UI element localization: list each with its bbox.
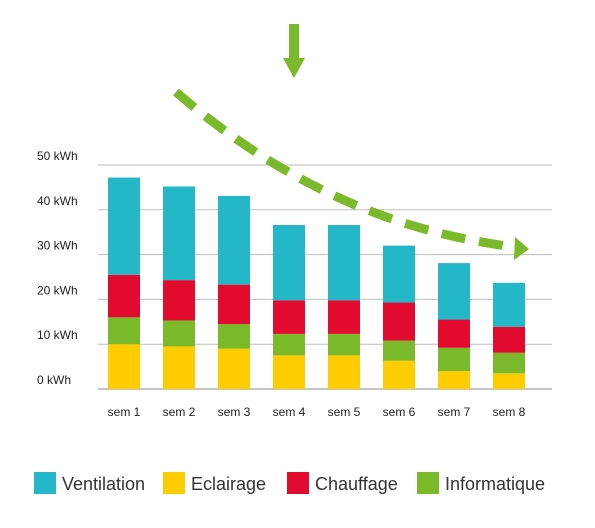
trend-arrow-icon bbox=[173, 88, 529, 260]
bar-segment-informatique bbox=[163, 320, 195, 347]
x-tick-label: sem 5 bbox=[328, 405, 361, 419]
bars bbox=[108, 177, 525, 389]
bar-segment-ventilation bbox=[493, 282, 525, 327]
bar-segment-informatique bbox=[328, 333, 360, 356]
bar-segment-chauffage bbox=[438, 319, 470, 348]
bar-segment-eclairage bbox=[493, 373, 525, 389]
bar-segment-eclairage bbox=[383, 360, 415, 389]
legend-swatch bbox=[163, 472, 185, 494]
x-tick-label: sem 7 bbox=[438, 405, 471, 419]
bar-segment-informatique bbox=[273, 333, 305, 356]
bar-segment-eclairage bbox=[163, 346, 195, 389]
x-tick-label: sem 3 bbox=[218, 405, 251, 419]
down-arrow-icon bbox=[283, 24, 305, 78]
bar-segment-chauffage bbox=[108, 274, 140, 318]
bar-segment-ventilation bbox=[163, 186, 195, 281]
bar-segment-ventilation bbox=[383, 245, 415, 303]
x-axis-ticks: sem 1 sem 2 sem 3 sem 4 sem 5 sem 6 sem 7 sem 8 bbox=[108, 405, 526, 419]
bar-segment-ventilation bbox=[108, 177, 140, 275]
bar-segment-ventilation bbox=[438, 263, 470, 320]
y-tick-label: 10 kWh bbox=[37, 328, 78, 342]
legend-swatch bbox=[417, 472, 439, 494]
bar-segment-eclairage bbox=[328, 355, 360, 389]
x-tick-label: sem 6 bbox=[383, 405, 416, 419]
bar-segment-chauffage bbox=[328, 300, 360, 334]
bar-segment-ventilation bbox=[218, 195, 250, 285]
x-tick-label: sem 2 bbox=[163, 405, 196, 419]
y-axis-ticks: 0 kWh 10 kWh 20 kWh 30 kWh 40 kWh 50 kWh bbox=[37, 149, 78, 387]
legend: Ventilation Eclairage Chauffage Informatiqu… bbox=[34, 472, 545, 494]
bar-segment-informatique bbox=[438, 347, 470, 372]
legend-label: Ventilation bbox=[62, 474, 145, 494]
x-tick-label: sem 4 bbox=[273, 405, 306, 419]
bar-segment-chauffage bbox=[493, 326, 525, 353]
bar-segment-chauffage bbox=[383, 302, 415, 341]
bar-segment-chauffage bbox=[163, 280, 195, 321]
y-tick-label: 20 kWh bbox=[37, 283, 78, 297]
legend-label: Informatique bbox=[445, 474, 545, 494]
bar-segment-chauffage bbox=[273, 300, 305, 334]
bar-segment-informatique bbox=[383, 340, 415, 361]
legend-swatch bbox=[34, 472, 56, 494]
bar-segment-eclairage bbox=[108, 344, 140, 389]
legend-label: Eclairage bbox=[191, 474, 266, 494]
x-tick-label: sem 8 bbox=[493, 405, 526, 419]
y-tick-label: 40 kWh bbox=[37, 194, 78, 208]
bar-segment-eclairage bbox=[438, 371, 470, 389]
bar-segment-ventilation bbox=[273, 225, 305, 301]
bar-segment-informatique bbox=[493, 352, 525, 374]
bar-segment-informatique bbox=[218, 324, 250, 349]
y-tick-label: 0 kWh bbox=[37, 373, 71, 387]
x-tick-label: sem 1 bbox=[108, 405, 141, 419]
y-tick-label: 30 kWh bbox=[37, 239, 78, 253]
y-tick-label: 50 kWh bbox=[37, 149, 78, 163]
bar-segment-eclairage bbox=[218, 348, 250, 389]
bar-segment-ventilation bbox=[328, 225, 360, 301]
bar-segment-eclairage bbox=[273, 355, 305, 389]
legend-label: Chauffage bbox=[315, 474, 398, 494]
legend-swatch bbox=[287, 472, 309, 494]
bar-segment-informatique bbox=[108, 317, 140, 345]
bar-segment-chauffage bbox=[218, 284, 250, 325]
